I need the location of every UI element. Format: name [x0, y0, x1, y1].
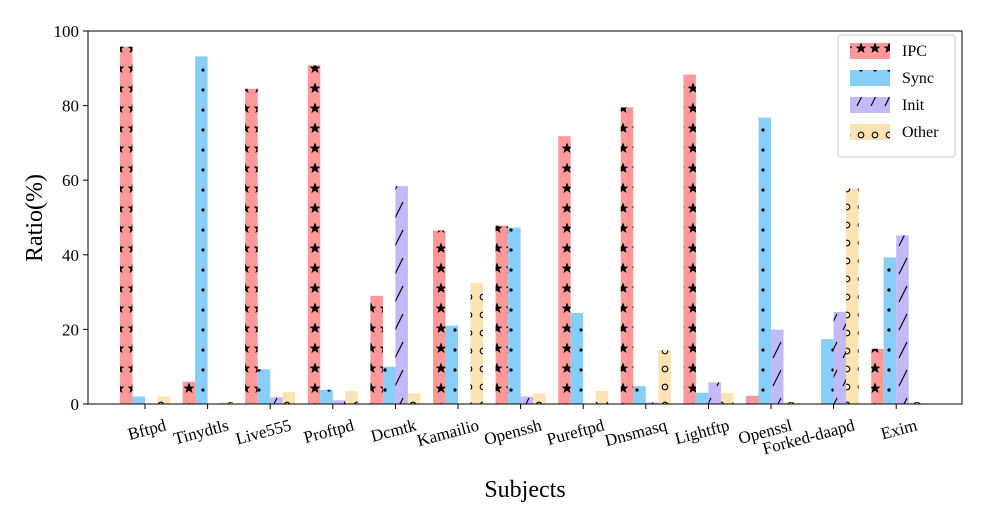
bar-ipc-dcmtk	[370, 295, 383, 404]
bar-ipc-live555	[245, 88, 258, 404]
x-tick-label-bftpd: Bftpd	[126, 415, 169, 444]
bar-other-pureftpd	[595, 390, 609, 404]
bar-ipc-openssh	[495, 225, 509, 404]
bar-init-proftpd	[332, 400, 346, 404]
bar-ipc-exim	[871, 348, 884, 404]
legend-item-other: Other	[850, 124, 939, 141]
plot-frame	[87, 30, 963, 405]
bar-init-dcmtk	[395, 186, 408, 404]
bar-other-openssh	[533, 393, 546, 404]
axes	[83, 30, 897, 409]
bar-sync-live555	[257, 369, 271, 404]
x-tick-label-lightftp: Lightftp	[673, 416, 732, 449]
bar-other-forked-daapd	[846, 188, 859, 404]
bar-sync-bftpd	[132, 396, 145, 404]
bar-ipc-lightftp	[683, 74, 696, 405]
y-tick-label: 80	[62, 97, 79, 116]
x-tick-label-proftpd: Proftpd	[302, 415, 357, 447]
bar-sync-openssh	[508, 227, 521, 404]
x-tick-label-pureftpd: Pureftpd	[545, 415, 607, 449]
x-tick-label-dnsmasq: Dnsmasq	[603, 415, 670, 450]
bar-ipc-bftpd	[120, 46, 133, 404]
bar-sync-forked-daapd	[821, 339, 834, 404]
bar-other-tinydtls	[220, 402, 233, 404]
bar-ipc-kamailio	[433, 230, 446, 404]
bar-init-openssh	[520, 396, 534, 404]
bar-ipc-dnsmasq	[620, 107, 634, 404]
bar-other-live555	[282, 392, 296, 404]
y-tick-label: 100	[54, 22, 80, 41]
y-tick-label: 0	[71, 395, 80, 414]
legend-item-ipc: IPC	[850, 43, 927, 60]
legend-label: Other	[902, 124, 939, 141]
y-tick-label: 40	[62, 246, 79, 265]
y-tick-label: 20	[62, 320, 79, 339]
bar-other-proftpd	[345, 390, 358, 404]
bar-sync-pureftpd	[570, 312, 584, 404]
y-tick-label: 60	[62, 171, 79, 190]
bar-sync-dcmtk	[382, 366, 396, 404]
bar-sync-exim	[883, 257, 897, 404]
bar-ipc-proftpd	[307, 65, 321, 404]
x-axis-title: Subjects	[484, 477, 565, 503]
bar-init-live555	[270, 397, 283, 404]
x-tick-label-live555: Live555	[234, 416, 294, 449]
bar-ipc-pureftpd	[558, 136, 571, 404]
bar-sync-lightftp	[695, 392, 709, 404]
legend: IPC Sync Init Other	[837, 34, 956, 158]
legend-label: Sync	[902, 70, 934, 87]
bar-ipc-openssl	[746, 395, 759, 404]
x-tick-label-openssh: Openssh	[482, 415, 544, 449]
legend-item-sync: Sync	[850, 70, 934, 87]
legend-label: IPC	[902, 43, 927, 60]
bar-sync-tinydtls	[195, 56, 208, 404]
bar-init-forked-daapd	[833, 311, 847, 404]
bar-sync-kamailio	[445, 325, 458, 404]
x-tick-label-exim: Exim	[879, 416, 920, 444]
bar-init-openssl	[771, 329, 784, 404]
bar-init-dnsmasq	[645, 402, 659, 404]
bars	[120, 46, 922, 405]
legend-item-init: Init	[850, 97, 925, 114]
bar-sync-dnsmasq	[633, 386, 646, 404]
bar-ipc-tinydtls	[182, 381, 196, 404]
x-tick-label-tinydtls: Tinydtls	[172, 416, 231, 449]
plot-border	[87, 30, 963, 405]
bar-sync-openssl	[758, 117, 771, 404]
bar-other-lightftp	[720, 392, 734, 404]
x-tick-label-dcmtk: Dcmtk	[369, 415, 419, 445]
legend-label: Init	[902, 97, 925, 114]
y-axis-title: Ratio(%)	[22, 174, 48, 262]
bar-other-dcmtk	[407, 393, 421, 404]
bar-other-bftpd	[157, 396, 170, 404]
x-tick-label-kamailio: Kamailio	[415, 416, 481, 451]
bar-init-lightftp	[708, 382, 721, 404]
bar-other-dnsmasq	[658, 350, 671, 404]
bar-sync-proftpd	[320, 389, 333, 404]
bar-other-kamailio	[470, 282, 483, 404]
bar-other-exim	[908, 402, 922, 404]
bar-other-openssl	[783, 402, 796, 404]
bar-init-exim	[896, 235, 909, 404]
